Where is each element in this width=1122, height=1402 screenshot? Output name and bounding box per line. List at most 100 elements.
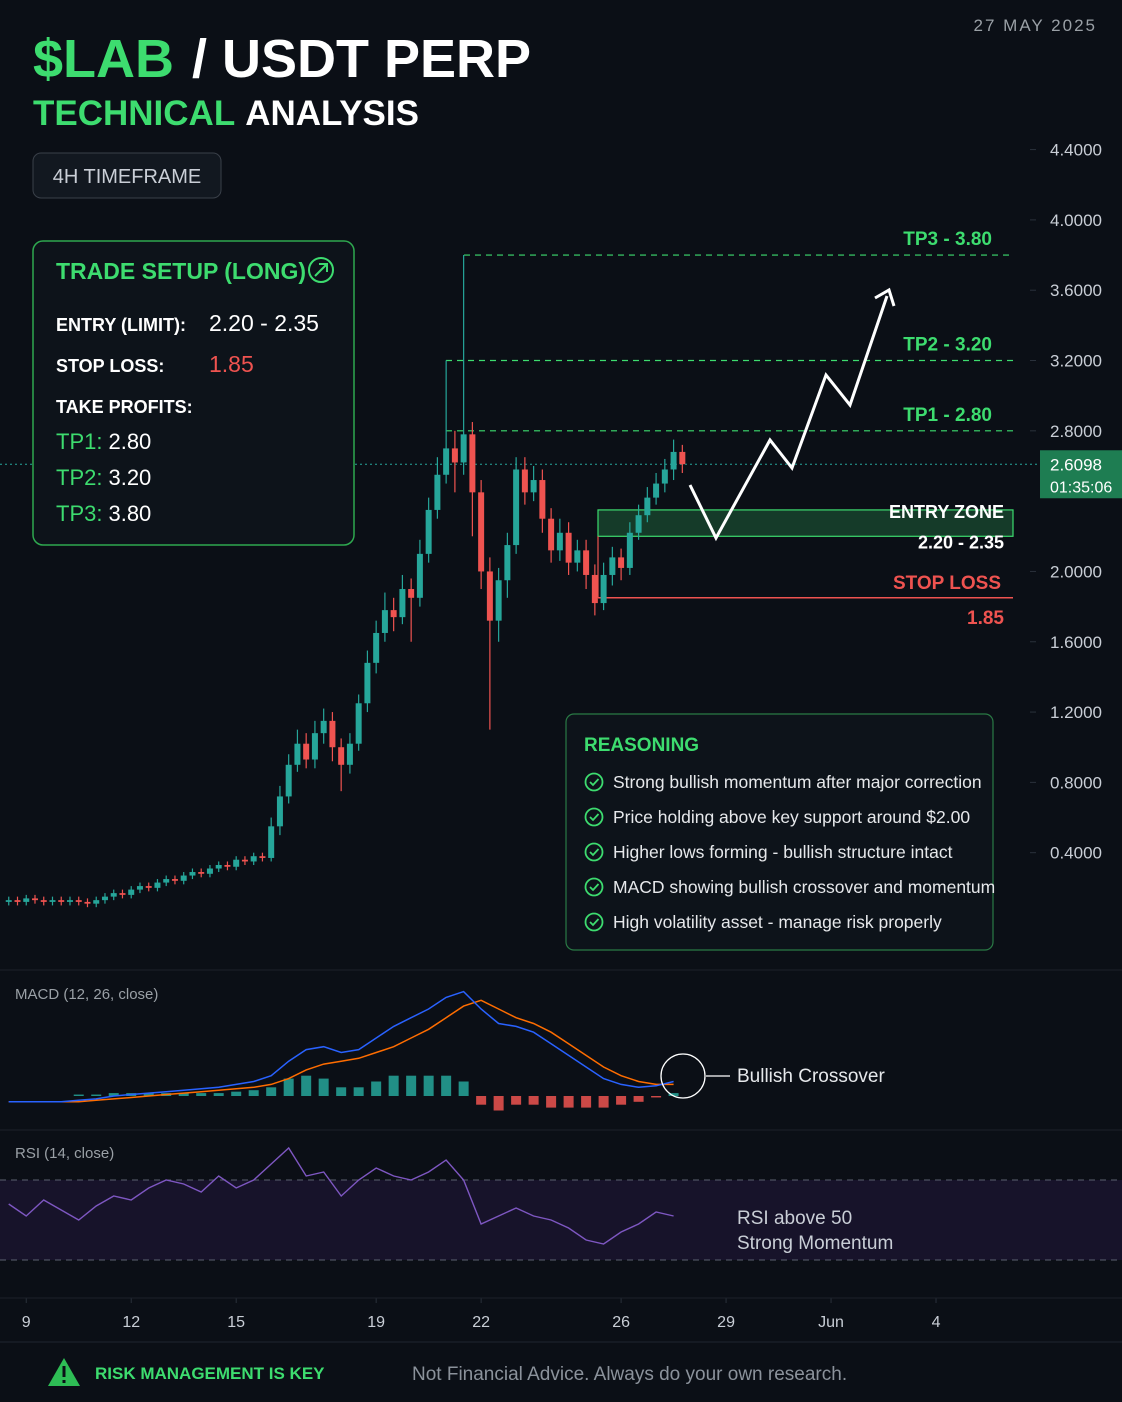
candle-body (679, 451, 686, 465)
rsi-line (8, 1146, 674, 1245)
plot-area: 4.4000 4.0000 3.6000 3.2000 2.8000 2.0000 1.60… (0, 141, 1122, 1331)
signal-line (8, 999, 674, 1103)
reasoning-item: High volatility asset - manage risk prop… (613, 912, 942, 932)
candle-body (390, 610, 397, 618)
reasoning-box (565, 713, 994, 951)
candle-body (206, 868, 213, 874)
target-label: TP2 - 3.20 (903, 335, 992, 356)
projection-path (688, 295, 889, 542)
candle-body (460, 434, 467, 463)
candle-body (556, 532, 563, 551)
candle-body (408, 589, 415, 598)
warning-icon-dot (62, 1380, 66, 1383)
candle-body (215, 864, 222, 869)
candle-body (670, 451, 677, 470)
candle-body (198, 872, 205, 874)
histogram-bar (108, 1093, 119, 1096)
take-profit: TP1: 2.80 (56, 429, 151, 454)
reasoning-item: Strong bullish momentum after major corr… (613, 772, 982, 792)
reasoning-title: REASONING (584, 735, 699, 756)
check-mark (589, 778, 600, 787)
histogram-bar (441, 1075, 452, 1096)
rsi-annotation: Strong Momentum (737, 1233, 893, 1254)
candle-body (14, 900, 21, 902)
x-tick-label: 26 (612, 1314, 630, 1331)
histogram-bar (668, 1093, 679, 1096)
tp-label: TP1: (56, 429, 102, 454)
candle-body (355, 703, 362, 744)
check-icon (584, 807, 604, 827)
candle-body (451, 448, 458, 463)
candle-body (311, 733, 318, 760)
candle-body (478, 492, 485, 572)
last-price-label: 2.6098 (1050, 455, 1102, 474)
candle-body (425, 509, 432, 554)
stop-loss-label: STOP LOSS (893, 573, 1001, 594)
setup-value: 2.20 - 2.35 (209, 310, 319, 336)
reasoning-item: Price holding above key support around $… (613, 807, 970, 827)
histogram-bar (616, 1096, 627, 1105)
histogram-bar (336, 1087, 347, 1096)
histogram-bar (563, 1096, 574, 1108)
target-label: TP1 - 2.80 (903, 405, 992, 426)
header-title: $LAB / USDT PERP (33, 29, 531, 89)
histogram-bar (143, 1093, 154, 1096)
candle-body (110, 893, 117, 897)
candle-body (416, 553, 423, 598)
check-icon (584, 877, 604, 897)
histogram-bar (581, 1096, 592, 1108)
reasoning-item: MACD showing bullish crossover and momen… (613, 877, 995, 897)
check-mark (589, 848, 600, 857)
histogram-bar (248, 1090, 259, 1096)
candle-body (180, 875, 187, 881)
histogram-bar (651, 1096, 662, 1098)
y-tick-label: 3.6000 (1050, 281, 1102, 300)
histogram-bar (178, 1093, 189, 1096)
histogram-bar (231, 1091, 242, 1096)
y-tick-label: 1.6000 (1050, 633, 1102, 652)
candle-body (294, 743, 301, 765)
pair: / USDT PERP (192, 29, 531, 89)
entry-zone (597, 509, 1014, 537)
histogram-bar (633, 1096, 644, 1102)
candle-body (434, 474, 441, 510)
date: 27 MAY 2025 (974, 16, 1097, 35)
candle-body (530, 480, 537, 493)
candle-body (626, 532, 633, 568)
candle-body (58, 900, 65, 902)
histogram-bar (73, 1094, 84, 1096)
macd-title: MACD (12, 26, close) (15, 986, 158, 1003)
candle-body (259, 856, 266, 858)
candle-body (250, 856, 257, 862)
trade-setup-box (32, 240, 355, 546)
ticker: $LAB (33, 29, 174, 89)
y-tick-label: 2.8000 (1050, 422, 1102, 441)
header-subtitle: TECHNICAL ANALYSIS (33, 94, 419, 133)
footer-disclaimer: Not Financial Advice. Always do your own… (412, 1364, 847, 1385)
crossover-circle (660, 1053, 706, 1099)
footer-warning: RISK MANAGEMENT IS KEY (95, 1364, 325, 1383)
warning-icon-mark (62, 1366, 66, 1377)
y-tick-label: 0.8000 (1050, 773, 1102, 792)
trade-setup-title: TRADE SETUP (LONG) (56, 258, 306, 284)
entry-zone-range: 2.20 - 2.35 (918, 532, 1004, 552)
tp-label: TP2: (56, 465, 102, 490)
candle-body (661, 469, 668, 484)
candle-body (346, 743, 353, 765)
subtitle-rest: ANALYSIS (245, 94, 419, 133)
take-profits-label: TAKE PROFITS: (56, 397, 193, 417)
x-tick-label: 9 (22, 1314, 31, 1331)
histogram-bar (476, 1096, 487, 1105)
candle-body (128, 889, 135, 895)
check-icon (584, 842, 604, 862)
candle-body (268, 826, 275, 858)
candle-body (635, 515, 642, 533)
candle-body (303, 743, 310, 760)
candle-body (521, 469, 528, 493)
histogram-bar (528, 1096, 539, 1105)
candle-body (548, 518, 555, 551)
candle-body (618, 557, 625, 568)
rsi-band (0, 1180, 1122, 1260)
candle-body (591, 574, 598, 604)
